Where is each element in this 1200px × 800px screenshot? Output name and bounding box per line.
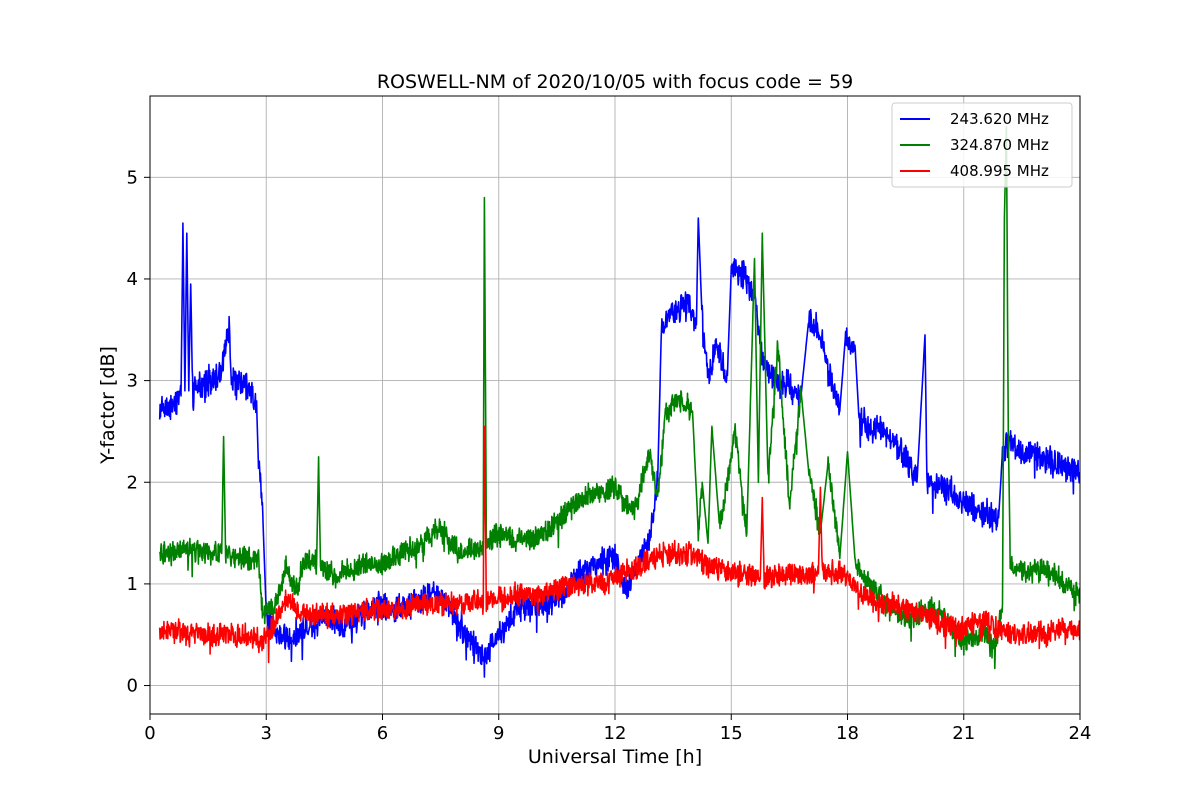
x-tick-label: 9 (493, 723, 504, 744)
x-axis-label: Universal Time [h] (528, 746, 702, 768)
y-tick-label: 4 (127, 269, 138, 290)
series-layer (158, 125, 1080, 678)
x-axis: 0 3 6 9 12 15 18 21 24 (144, 714, 1091, 744)
y-axis-label: Y-factor [dB] (97, 346, 119, 465)
y-tick-label: 2 (127, 472, 138, 493)
x-tick-label: 21 (952, 723, 975, 744)
y-tick-label: 0 (127, 676, 138, 697)
legend-entry: 243.620 MHz (950, 110, 1049, 128)
y-axis: 0 1 2 3 4 5 (127, 167, 150, 697)
x-tick-label: 0 (144, 723, 155, 744)
y-tick-label: 3 (127, 371, 138, 392)
series-line-3 (158, 425, 1080, 664)
x-tick-label: 15 (720, 723, 743, 744)
x-tick-label: 12 (604, 723, 627, 744)
y-tick-label: 1 (127, 574, 138, 595)
y-tick-label: 5 (127, 167, 138, 188)
x-tick-label: 3 (261, 723, 272, 744)
x-tick-label: 18 (836, 723, 859, 744)
legend: 243.620 MHz 324.870 MHz 408.995 MHz (891, 102, 1073, 188)
legend-entry: 408.995 MHz (950, 162, 1049, 180)
x-tick-label: 24 (1069, 723, 1092, 744)
chart-title: ROSWELL-NM of 2020/10/05 with focus code… (377, 71, 853, 93)
x-tick-label: 6 (377, 723, 388, 744)
legend-box (891, 102, 1073, 188)
legend-entry: 324.870 MHz (950, 136, 1049, 154)
